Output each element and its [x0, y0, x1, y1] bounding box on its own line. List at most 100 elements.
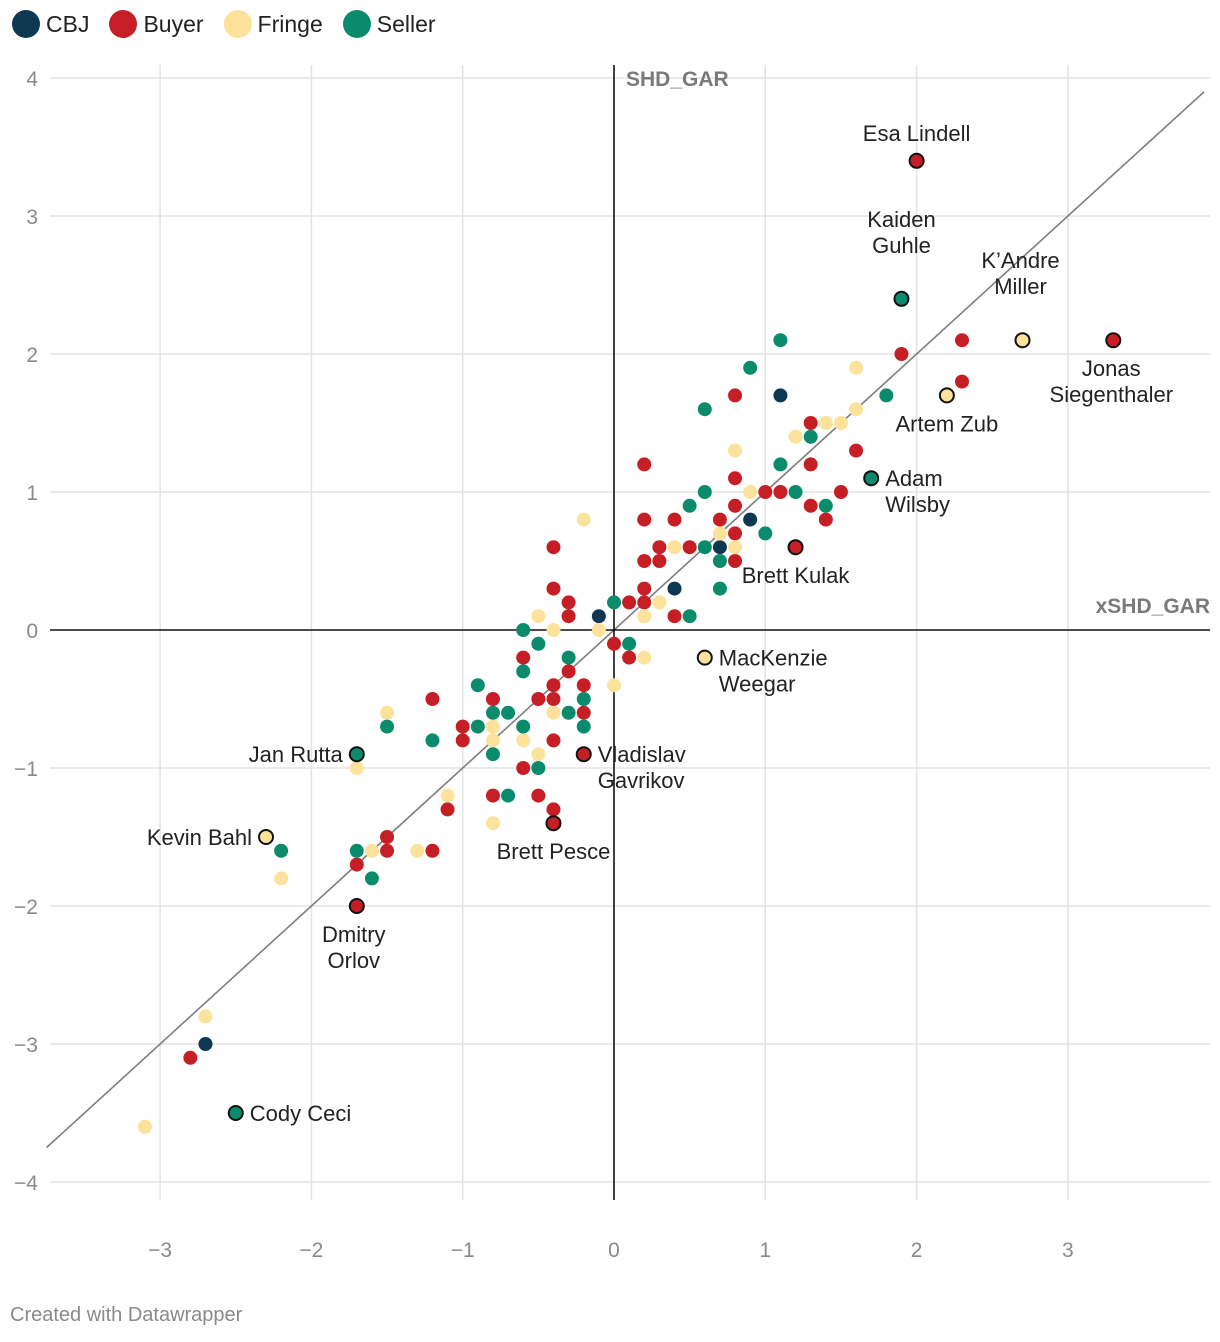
point-buyer: [667, 609, 682, 624]
point-seller: [516, 664, 531, 679]
point-buyer: [546, 692, 561, 706]
player-label-kevin-bahl: Kevin Bahl: [147, 825, 252, 850]
point-buyer: [728, 388, 743, 403]
point-buyer: [652, 554, 667, 568]
point-seller: [425, 733, 440, 748]
point-buyer: [667, 512, 682, 527]
player-label-line: Miller: [994, 274, 1047, 299]
x-tick-label: 1: [759, 1239, 771, 1262]
point-buyer: [546, 802, 561, 817]
x-tick-label: −3: [148, 1239, 172, 1262]
y-tick-label: 3: [26, 206, 38, 229]
point-seller: [485, 747, 500, 762]
point-seller: [349, 843, 364, 858]
player-label-line: MacKenzie: [719, 646, 828, 671]
point-buyer: [546, 581, 561, 596]
point-buyer: [637, 595, 652, 610]
point-fringe: [485, 733, 500, 748]
highlight-point-brett-kulak: [787, 539, 804, 556]
highlight-point-brett-pesce: [545, 815, 562, 832]
legend-swatch-buyer: [109, 10, 138, 38]
point-cbj: [712, 540, 727, 555]
point-fringe: [198, 1009, 213, 1024]
point-seller: [622, 636, 637, 651]
point-seller: [697, 485, 712, 499]
player-label-jan-rutta: Jan Rutta: [249, 742, 344, 767]
highlight-point-vladislav-gavrikov: [575, 746, 592, 763]
highlight-point-artem-zub: [938, 387, 955, 404]
legend-item-fringe: Fringe: [223, 10, 323, 38]
legend-label-fringe: Fringe: [257, 10, 323, 37]
player-label-vladislav-gavrikov: Vladislav Gavrikov: [598, 742, 686, 793]
y-tick-label: 4: [26, 68, 38, 91]
point-seller: [485, 705, 500, 720]
player-label-line: Vladislav: [598, 742, 686, 767]
point-seller: [697, 540, 712, 555]
point-seller: [788, 485, 803, 499]
legend-label-cbj: CBJ: [46, 10, 90, 37]
point-seller: [682, 609, 697, 624]
point-fringe: [546, 705, 561, 720]
player-label-line: Siegenthaler: [1050, 382, 1174, 407]
x-tick-label: −1: [451, 1239, 475, 1262]
x-axis-title: xSHD_GAR: [1096, 595, 1210, 618]
legend-swatch-cbj: [12, 10, 40, 38]
point-buyer: [455, 733, 470, 748]
point-seller: [576, 719, 591, 734]
player-label-line: Orlov: [328, 948, 381, 973]
point-fringe: [788, 429, 803, 444]
player-label-k-andre-miller: K’Andre Miller: [981, 248, 1059, 299]
player-label-line: Gavrikov: [598, 768, 685, 793]
point-seller: [380, 719, 395, 734]
highlight-point-esa-lindell: [908, 152, 925, 169]
point-buyer: [803, 457, 818, 472]
player-label-line: Guhle: [872, 233, 931, 258]
legend-item-cbj: CBJ: [12, 10, 89, 38]
point-buyer: [546, 678, 561, 693]
player-label-mackenzie-weegar: MacKenzie Weegar: [719, 646, 828, 697]
point-seller: [773, 333, 788, 348]
point-seller: [576, 692, 591, 706]
point-buyer: [622, 650, 637, 665]
point-buyer: [485, 788, 500, 803]
x-tick-label: 2: [911, 1239, 923, 1262]
point-fringe: [818, 416, 833, 430]
point-fringe: [728, 443, 743, 458]
point-fringe: [531, 747, 546, 762]
legend-swatch-seller: [342, 10, 371, 38]
point-buyer: [561, 664, 576, 679]
point-buyer: [728, 471, 743, 486]
x-tick-label: 0: [608, 1239, 620, 1262]
player-label-line: Brett Kulak: [742, 563, 851, 588]
highlight-point-adam-wilsby: [863, 470, 880, 487]
point-seller: [364, 871, 379, 886]
y-tick-label: 2: [26, 344, 38, 367]
point-buyer: [455, 719, 470, 734]
legend-item-buyer: Buyer: [109, 10, 204, 38]
tick-labels: −3 −2 −1 0 1 2 3 −4 −3 −2 −1 0 1 2 3 4: [14, 68, 1074, 1262]
point-buyer: [728, 554, 743, 568]
player-label-jonas-siegenthaler: Jonas Siegenthaler: [1050, 356, 1174, 407]
highlight-point-cody-ceci: [227, 1105, 244, 1121]
point-cbj: [591, 609, 606, 624]
player-label-line: Kevin Bahl: [147, 825, 252, 850]
point-buyer: [425, 843, 440, 858]
player-label-line: Wilsby: [885, 492, 950, 517]
point-cbj: [198, 1037, 213, 1051]
point-buyer: [380, 843, 395, 858]
point-buyer: [183, 1050, 198, 1065]
point-seller: [607, 595, 621, 610]
point-fringe: [410, 843, 425, 858]
point-fringe: [849, 360, 864, 375]
y-tick-label: −2: [14, 896, 38, 919]
reference-line-y-equals-x: [46, 91, 1205, 1149]
point-buyer: [728, 526, 743, 541]
player-label-dmitry-orlov: Dmitry Orlov: [322, 922, 386, 973]
player-label-line: Jan Rutta: [249, 742, 344, 767]
point-buyer: [516, 650, 531, 665]
point-fringe: [485, 816, 500, 831]
point-labels: Esa Lindell Kaiden Guhle K’Andre Miller Jonas…: [147, 121, 1173, 1126]
point-seller: [743, 360, 758, 375]
point-seller: [879, 388, 894, 403]
point-seller: [531, 761, 546, 775]
